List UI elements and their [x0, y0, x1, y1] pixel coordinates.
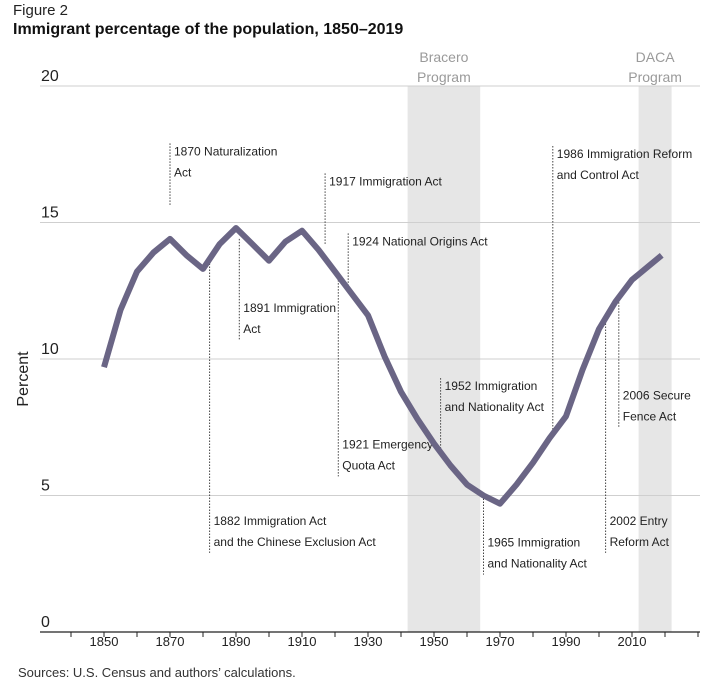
y-tick-label: 10	[41, 341, 59, 358]
y-axis-label: Percent	[15, 351, 32, 407]
source-note: Sources: U.S. Census and authors’ calcul…	[18, 665, 296, 680]
annotation-label: 1882 Immigration Act	[214, 514, 327, 528]
annotation-label: Act	[243, 322, 261, 336]
y-tick-label: 0	[41, 614, 50, 631]
annotation-label: and the Chinese Exclusion Act	[214, 535, 377, 549]
annotation-label: Quota Act	[342, 458, 395, 472]
annotation-label: Act	[174, 165, 192, 179]
annotation-label: 1924 National Origins Act	[352, 234, 488, 248]
x-tick-label: 1870	[156, 634, 185, 649]
series-line	[101, 225, 664, 507]
axes: 0 5 10 15 20 1850 1870 1890 1910 1930 1950 1970 1990…	[15, 68, 700, 649]
line-chart: Bracero Program DACA Program 0 5 10 15 20 1850 18…	[15, 49, 700, 649]
annotation-label: 1921 Emergency	[342, 437, 433, 451]
series	[101, 225, 664, 507]
x-tick-label: 2010	[618, 634, 647, 649]
y-tick-label: 5	[41, 478, 50, 495]
x-tick-label: 1990	[552, 634, 581, 649]
annotation-label: 2006 Secure	[623, 388, 691, 402]
x-tick-label: 1930	[354, 634, 383, 649]
annotation-label: Fence Act	[623, 409, 677, 423]
y-tick-label: 20	[41, 68, 59, 85]
annotation-label: 1870 Naturalization	[174, 144, 277, 158]
y-tick-label: 15	[41, 205, 59, 222]
annotation-label: 1891 Immigration	[243, 301, 336, 315]
x-tick-label: 1850	[90, 634, 119, 649]
shaded-period-label: Program	[417, 69, 471, 85]
annotation-label: 1986 Immigration Reform	[557, 147, 692, 161]
annotation-label: 1965 Immigration	[488, 536, 581, 550]
x-tick-label: 1950	[420, 634, 449, 649]
annotations: 1870 Naturalization Act 1882 Immigration A…	[169, 143, 692, 575]
figure-label: Figure 2	[13, 2, 69, 19]
shaded-period-label: Bracero	[419, 49, 468, 65]
annotation-label: Reform Act	[610, 535, 670, 549]
annotation-label: 2002 Entry	[610, 514, 668, 528]
annotation-label: 1952 Immigration	[445, 379, 538, 393]
chart-title: Immigrant percentage of the population, …	[13, 21, 404, 38]
annotation-label: and Nationality Act	[445, 400, 545, 414]
annotation-label: and Control Act	[557, 168, 640, 182]
x-tick-label: 1890	[222, 634, 251, 649]
annotation-label: 1917 Immigration Act	[329, 174, 442, 188]
shaded-period-label: Program	[628, 69, 682, 85]
annotation-label: and Nationality Act	[488, 557, 588, 571]
shaded-period-label: DACA	[636, 49, 676, 65]
x-tick-label: 1970	[486, 634, 515, 649]
x-tick-label: 1910	[288, 634, 317, 649]
